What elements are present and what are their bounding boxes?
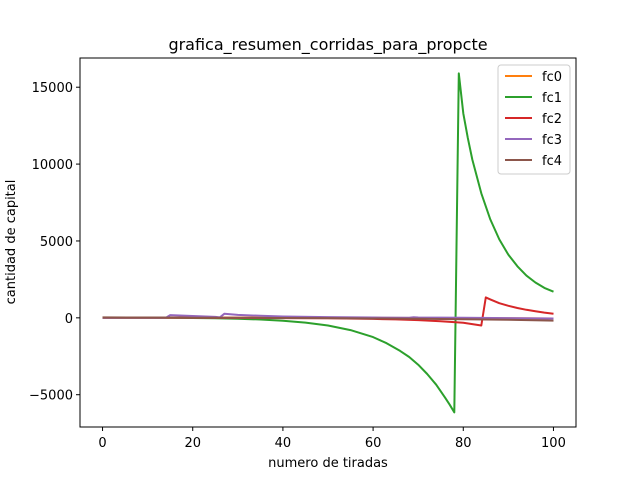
series-line-fc3 — [102, 312, 554, 320]
x-tick-label: 0 — [98, 436, 106, 451]
x-tick-label: 80 — [455, 436, 472, 451]
x-tick-label: 20 — [184, 436, 201, 451]
chart-title: grafica_resumen_corridas_para_propcte — [168, 35, 487, 55]
x-axis: 0 20 40 60 80 100 — [98, 427, 566, 451]
legend-label-fc4: fc4 — [542, 154, 562, 169]
plot-frame — [79, 57, 577, 428]
legend-label-fc1: fc1 — [542, 91, 562, 106]
y-tick-label: 15000 — [32, 81, 73, 96]
y-axis-label: cantidad de capital — [4, 180, 19, 305]
y-tick-label: 10000 — [32, 158, 73, 173]
legend-label-fc3: fc3 — [542, 133, 562, 148]
y-tick-label: 0 — [65, 312, 73, 327]
y-tick-label: 5000 — [40, 235, 73, 250]
series-line-fc4 — [102, 316, 554, 322]
x-tick-label: 100 — [541, 436, 566, 451]
x-axis-label: numero de tiradas — [268, 456, 388, 471]
x-tick-label: 60 — [365, 436, 382, 451]
plot-lines — [102, 72, 554, 414]
legend-label-fc0: fc0 — [542, 70, 562, 85]
legend-label-fc2: fc2 — [542, 112, 562, 127]
y-axis: −5000 0 5000 10000 15000 — [29, 81, 80, 404]
legend-box — [497, 64, 571, 175]
legend: fc0 fc1 fc2 fc3 fc4 — [497, 64, 571, 175]
x-tick-label: 40 — [275, 436, 292, 451]
y-tick-label: −5000 — [29, 389, 73, 404]
